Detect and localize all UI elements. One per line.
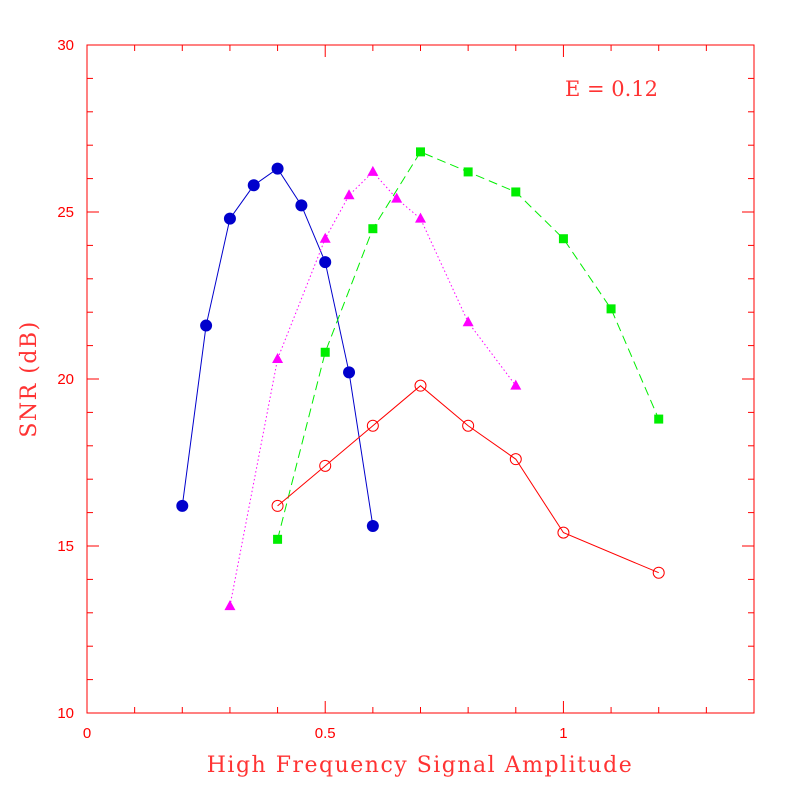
data-point bbox=[343, 366, 356, 379]
series-line bbox=[229, 171, 517, 607]
data-point bbox=[368, 224, 378, 234]
data-point bbox=[319, 232, 331, 243]
data-point bbox=[319, 256, 332, 269]
data-point bbox=[557, 526, 570, 539]
series-2 bbox=[224, 165, 522, 611]
y-tick-label: 30 bbox=[57, 37, 74, 54]
data-point bbox=[367, 165, 379, 176]
data-point bbox=[366, 419, 379, 432]
data-point bbox=[606, 304, 616, 314]
data-point bbox=[200, 319, 213, 332]
series-line bbox=[181, 167, 374, 527]
data-point bbox=[415, 212, 426, 223]
y-axis-title: SNR (dB) bbox=[17, 320, 42, 437]
data-point bbox=[509, 453, 522, 466]
series-line bbox=[277, 385, 659, 574]
x-tick-label: 0 bbox=[83, 725, 91, 742]
data-point bbox=[414, 379, 427, 392]
data-point bbox=[463, 167, 473, 177]
series-3 bbox=[273, 147, 664, 544]
data-point bbox=[273, 534, 283, 544]
data-point bbox=[271, 499, 284, 512]
data-point bbox=[652, 566, 665, 579]
series-4 bbox=[271, 379, 665, 579]
data-point bbox=[416, 147, 425, 157]
data-point bbox=[462, 316, 474, 327]
data-point bbox=[558, 234, 568, 244]
x-axis-title: High Frequency Signal Amplitude bbox=[207, 753, 633, 778]
y-tick-label: 25 bbox=[57, 204, 74, 221]
data-point bbox=[223, 212, 236, 225]
data-point bbox=[510, 379, 522, 390]
x-tick-label: 1 bbox=[559, 725, 567, 742]
data-point bbox=[319, 459, 332, 472]
series-layer bbox=[176, 147, 665, 611]
data-point bbox=[320, 347, 330, 357]
data-point bbox=[224, 600, 236, 611]
series-line bbox=[277, 151, 660, 540]
data-point bbox=[176, 499, 189, 512]
data-point bbox=[391, 192, 403, 203]
y-tick-label: 20 bbox=[57, 371, 74, 388]
plot-frame bbox=[86, 44, 755, 714]
axis-ticks bbox=[86, 44, 755, 714]
y-tick-label: 10 bbox=[57, 705, 74, 722]
x-tick-label: 0.5 bbox=[315, 725, 336, 742]
data-point bbox=[462, 419, 475, 432]
axis-tick-labels: 0 0.5 1 10 15 20 25 30 bbox=[57, 37, 567, 742]
annotation-e-value: E = 0.12 bbox=[565, 77, 658, 101]
data-point bbox=[295, 199, 308, 212]
data-point bbox=[272, 352, 284, 363]
data-point bbox=[271, 162, 284, 175]
data-point bbox=[247, 179, 260, 192]
y-tick-label: 15 bbox=[57, 538, 74, 555]
series-1 bbox=[176, 162, 379, 532]
data-point bbox=[654, 414, 664, 424]
data-point bbox=[511, 187, 521, 197]
data-point bbox=[343, 189, 355, 200]
data-point bbox=[366, 519, 379, 532]
